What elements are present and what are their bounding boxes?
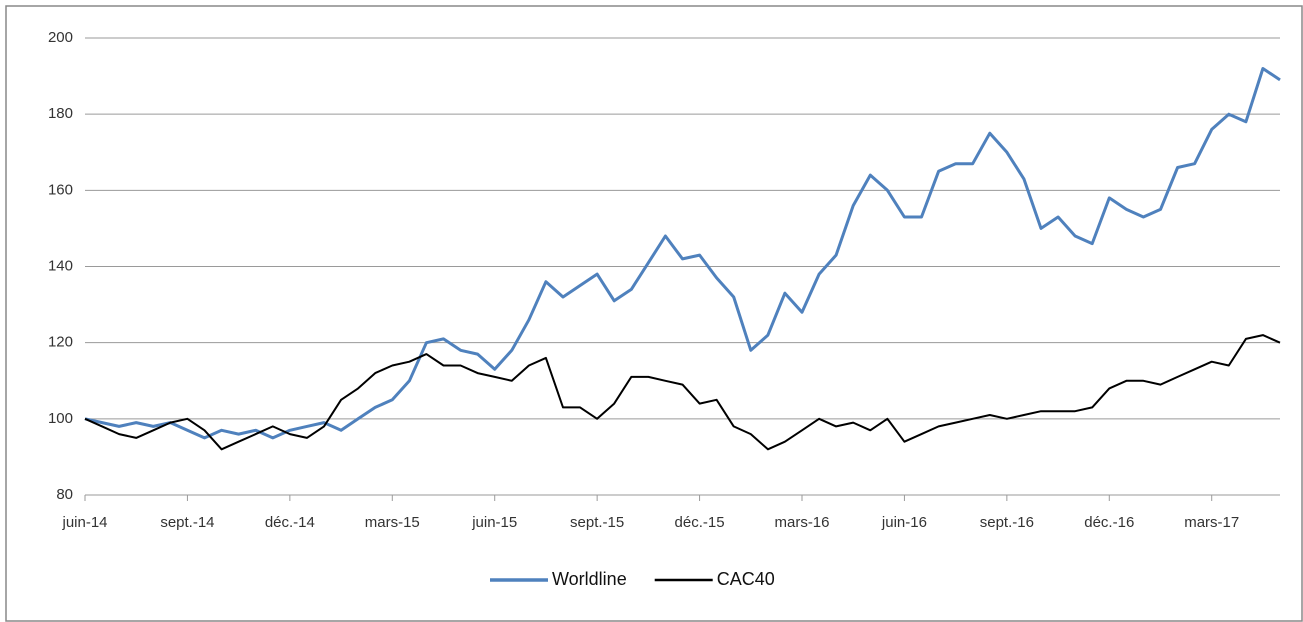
x-tick-label: mars-15 xyxy=(365,514,420,531)
y-tick-label: 80 xyxy=(56,486,73,503)
x-tick-label: déc.-15 xyxy=(675,514,725,531)
x-tick-label: sept.-15 xyxy=(570,514,624,531)
x-tick-label: mars-16 xyxy=(774,514,829,531)
y-tick-label: 180 xyxy=(48,105,73,122)
y-tick-label: 100 xyxy=(48,410,73,427)
series-line xyxy=(84,334,1281,451)
x-tick-label: sept.-14 xyxy=(160,514,214,531)
y-tick-label: 160 xyxy=(48,181,73,198)
series-line xyxy=(84,67,1281,440)
x-tick-label: déc.-14 xyxy=(265,514,315,531)
x-tick-label: déc.-16 xyxy=(1084,514,1134,531)
legend-label: Worldline xyxy=(552,569,627,589)
chart-border xyxy=(5,5,1303,622)
x-tick-label: juin-16 xyxy=(881,514,927,531)
y-tick-label: 200 xyxy=(48,29,73,46)
x-tick-label: sept.-16 xyxy=(980,514,1034,531)
y-tick-label: 120 xyxy=(48,334,73,351)
x-tick-label: mars-17 xyxy=(1184,514,1239,531)
x-tick-label: juin-15 xyxy=(471,514,517,531)
x-tick-label: juin-14 xyxy=(61,514,107,531)
legend-label: CAC40 xyxy=(717,569,775,589)
y-tick-label: 140 xyxy=(48,257,73,274)
